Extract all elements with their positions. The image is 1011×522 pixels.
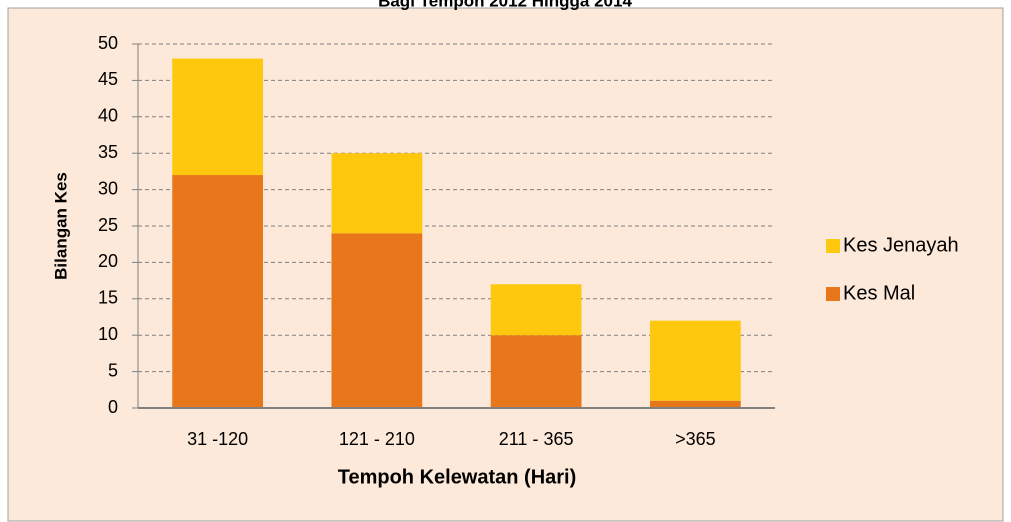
y-tick-label: 40 — [98, 106, 118, 126]
y-tick-label: 30 — [98, 178, 118, 198]
y-axis-title: Bilangan Kes — [51, 172, 70, 280]
x-tick-label: 211 - 365 — [499, 429, 574, 449]
bar — [490, 335, 582, 408]
x-tick-label: >365 — [675, 429, 716, 449]
legend-swatch — [826, 239, 840, 253]
bar — [649, 320, 741, 401]
y-tick-label: 50 — [98, 33, 118, 53]
y-tick-label: 0 — [108, 397, 118, 417]
bar — [172, 58, 264, 176]
y-tick-label: 15 — [98, 288, 118, 308]
bar — [172, 175, 264, 408]
legend-label: Kes Mal — [843, 282, 915, 304]
y-tick-label: 45 — [98, 69, 118, 89]
y-tick-label: 35 — [98, 142, 118, 162]
x-tick-label: 31 -120 — [187, 429, 248, 449]
chart-title: Bagi Tempoh 2012 Hingga 2014 — [378, 0, 632, 10]
y-tick-label: 20 — [98, 251, 118, 271]
y-tick-label: 10 — [98, 324, 118, 344]
y-tick-label: 5 — [108, 360, 118, 380]
bar — [331, 153, 423, 234]
x-tick-label: 121 - 210 — [339, 429, 415, 449]
legend-label: Kes Jenayah — [843, 234, 959, 256]
x-axis-title: Tempoh Kelewatan (Hari) — [338, 466, 577, 488]
bar — [649, 400, 741, 408]
bar — [331, 233, 423, 408]
y-tick-label: 25 — [98, 215, 118, 235]
legend-swatch — [826, 287, 840, 301]
bar — [490, 284, 582, 336]
